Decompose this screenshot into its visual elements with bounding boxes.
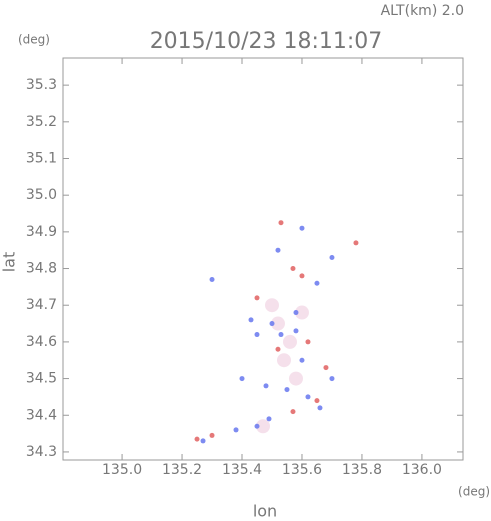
echo-point: [254, 423, 260, 429]
echo-point: [254, 332, 260, 338]
echo-point: [254, 295, 260, 301]
echo-point: [270, 316, 285, 331]
y-tick-label: 35.3: [26, 77, 57, 93]
y-tick-label: 35.2: [26, 114, 57, 130]
echo-point: [294, 305, 309, 320]
echo-point: [314, 280, 320, 286]
x-axis-label: lon: [253, 502, 277, 521]
echo-point: [200, 438, 206, 444]
echo-point: [299, 357, 305, 363]
echo-point: [275, 346, 281, 352]
y-tick-label: 34.8: [26, 261, 57, 277]
x-tick-label: 135.4: [222, 462, 262, 478]
echo-point: [290, 266, 296, 272]
echo-point: [353, 240, 359, 246]
echo-point: [329, 376, 335, 382]
echo-point: [323, 365, 329, 371]
echo-point: [299, 225, 305, 231]
y-tick-label: 34.3: [26, 444, 57, 460]
echo-point: [305, 394, 311, 400]
echo-point: [248, 317, 254, 323]
altitude-label: ALT(km) 2.0: [381, 3, 464, 19]
y-unit: (deg): [18, 33, 50, 47]
x-tick-label: 136.0: [402, 462, 442, 478]
echo-point: [329, 255, 335, 261]
echo-point: [233, 427, 239, 433]
echo-point: [263, 383, 269, 389]
echo-point: [269, 321, 275, 327]
echo-point: [209, 432, 215, 438]
y-tick-label: 35.1: [26, 151, 57, 167]
echo-point: [275, 247, 281, 253]
echo-point: [288, 371, 303, 386]
echo-point: [317, 405, 323, 411]
echo-point: [305, 339, 311, 345]
echo-point: [282, 334, 297, 349]
y-tick-label: 34.5: [26, 371, 57, 387]
x-tick-label: 135.8: [342, 462, 382, 478]
y-tick-label: 34.9: [26, 224, 57, 240]
x-tick-label: 135.0: [102, 462, 142, 478]
echo-point: [293, 310, 299, 316]
y-axis-label: lat: [0, 252, 19, 273]
echo-point: [264, 298, 279, 313]
x-tick-label: 135.6: [282, 462, 322, 478]
echo-point: [278, 332, 284, 338]
y-tick-label: 35.0: [26, 187, 57, 203]
chart-title: 2015/10/23 18:11:07: [150, 29, 383, 54]
x-unit: (deg): [458, 485, 490, 499]
echo-point: [239, 376, 245, 382]
plot-frame: [62, 57, 464, 461]
echo-point: [284, 387, 290, 393]
echo-point: [293, 328, 299, 334]
y-tick-label: 34.4: [26, 407, 57, 423]
y-tick-label: 34.6: [26, 334, 57, 350]
echo-point: [276, 353, 291, 368]
echo-point: [290, 409, 296, 415]
echo-point: [278, 220, 284, 226]
echo-point: [209, 277, 215, 283]
echo-point: [194, 436, 200, 442]
echo-point: [266, 416, 272, 422]
x-tick-label: 135.2: [162, 462, 202, 478]
y-tick-label: 34.7: [26, 297, 57, 313]
echo-point: [256, 419, 270, 434]
echo-point: [299, 273, 305, 279]
echo-point: [314, 398, 320, 404]
